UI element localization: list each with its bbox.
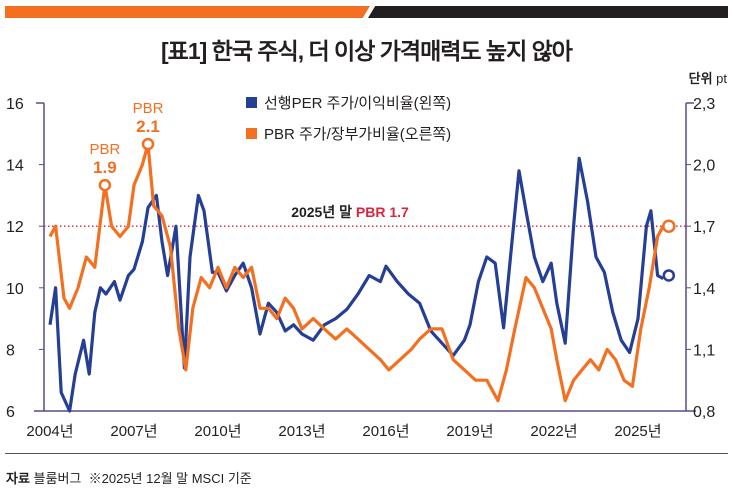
left-tick-label: 10 <box>6 281 24 298</box>
left-tick-label: 8 <box>6 342 15 359</box>
right-tick-label: 1,4 <box>693 281 715 298</box>
source-label: 자료 <box>6 471 30 486</box>
annotation-label: PBR <box>133 100 164 117</box>
left-tick-label: 14 <box>6 158 24 175</box>
chart: 6 8 10 12 14 16 0,8 1,1 1,4 1,7 2,0 2,3 2004년 2007년 20… <box>6 95 715 440</box>
unit-label: 단위 pt <box>689 68 727 87</box>
annotation-marker <box>141 137 155 151</box>
right-tick-label: 1,7 <box>693 219 715 236</box>
left-tick-label: 16 <box>6 96 24 113</box>
footer-note: ※2025년 12월 말 MSCI 기준 <box>88 471 252 486</box>
header-bar-dark <box>368 6 728 18</box>
unit-label-text: 단위 <box>688 71 713 86</box>
right-tick-label: 2,0 <box>693 158 715 175</box>
legend-label: 선행PER 주가/이익비율(왼쪽) <box>264 95 451 112</box>
x-tick-label: 2022년 <box>530 423 577 440</box>
x-tick-label: 2013년 <box>278 423 325 440</box>
series-line-pbr <box>48 142 665 403</box>
right-tick-label: 2,3 <box>693 96 715 113</box>
reference-label: 2025년 말 PBR 1.7 <box>291 204 409 220</box>
annotation-value: 2.1 <box>136 117 160 136</box>
legend-swatch <box>246 97 257 108</box>
x-tick-label: 2025년 <box>614 423 661 440</box>
right-tick-label: 1,1 <box>693 342 715 359</box>
annotation-value: 1.9 <box>93 158 117 177</box>
unit-value: pt <box>716 71 727 86</box>
x-tick-label: 2007년 <box>110 423 157 440</box>
chart-title: [표1] 한국 주식, 더 이상 가격매력도 높지 않아 <box>161 38 573 64</box>
header-bar-orange <box>5 6 370 18</box>
x-tick-label: 2010년 <box>194 423 241 440</box>
series-line-per <box>48 156 664 413</box>
footer-divider <box>5 453 728 454</box>
annotation-marker <box>98 178 112 192</box>
right-tick-label: 0,8 <box>693 404 715 421</box>
legend-swatch <box>246 128 257 139</box>
annotation-label: PBR <box>89 141 120 158</box>
left-tick-label: 12 <box>6 219 24 236</box>
legend-label: PBR 주가/장부가비율(오른쪽) <box>264 126 451 143</box>
footer: 자료 블룸버그 ※2025년 12월 말 MSCI 기준 <box>6 468 252 487</box>
x-tick-label: 2019년 <box>446 423 493 440</box>
source: 블룸버그 <box>33 471 82 486</box>
end-marker-per <box>662 269 676 282</box>
x-tick-label: 2004년 <box>26 423 73 440</box>
x-tick-label: 2016년 <box>362 423 409 440</box>
left-tick-label: 6 <box>6 404 15 421</box>
end-marker-pbr <box>662 219 676 233</box>
